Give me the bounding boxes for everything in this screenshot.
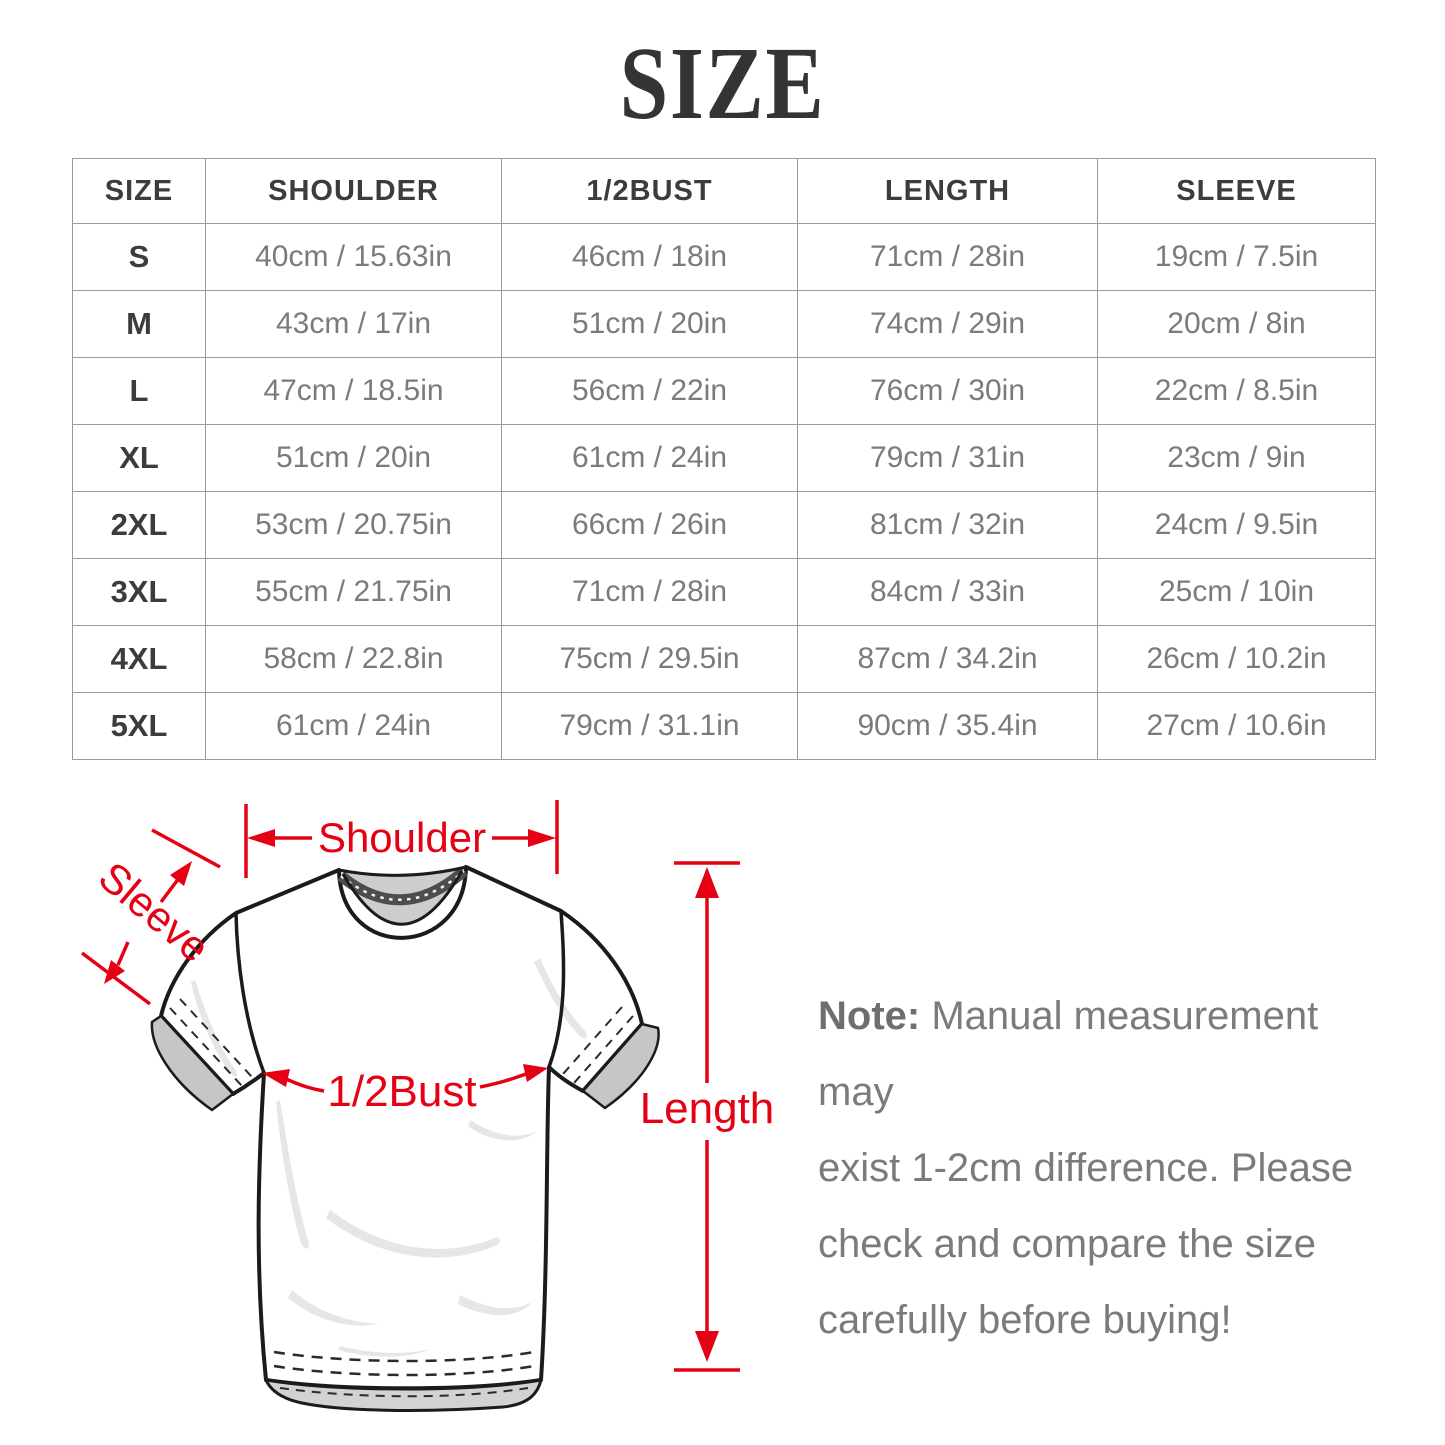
collar bbox=[337, 865, 468, 926]
size-cell: XL bbox=[72, 424, 206, 492]
table-cell: 79cm / 31.1in bbox=[501, 692, 798, 760]
col-header-shoulder: SHOULDER bbox=[205, 158, 502, 224]
table-cell: 43cm / 17in bbox=[205, 290, 502, 358]
size-cell: 5XL bbox=[72, 692, 206, 760]
page-title: SIZE bbox=[619, 26, 826, 141]
table-cell: 22cm / 8.5in bbox=[1097, 357, 1376, 425]
note-text: Note: Manual measurement may exist 1-2cm… bbox=[818, 978, 1403, 1358]
table-cell: 75cm / 29.5in bbox=[501, 625, 798, 693]
table-cell: 71cm / 28in bbox=[501, 558, 798, 626]
sleeve-label: Sleeve bbox=[90, 853, 219, 972]
table-cell: 87cm / 34.2in bbox=[797, 625, 1098, 693]
tshirt-body-outline bbox=[159, 865, 644, 1391]
note-line: Note: Manual measurement may bbox=[818, 994, 1319, 1114]
table-cell: 46cm / 18in bbox=[501, 223, 798, 291]
table-cell: 74cm / 29in bbox=[797, 290, 1098, 358]
col-header-length: LENGTH bbox=[797, 158, 1098, 224]
table-row: XL 51cm / 20in 61cm / 24in 79cm / 31in 2… bbox=[72, 424, 1376, 492]
shoulder-label: Shoulder bbox=[318, 814, 486, 861]
table-row: L 47cm / 18.5in 56cm / 22in 76cm / 30in … bbox=[72, 357, 1376, 425]
table-cell: 61cm / 24in bbox=[205, 692, 502, 760]
table-cell: 24cm / 9.5in bbox=[1097, 491, 1376, 559]
table-cell: 53cm / 20.75in bbox=[205, 491, 502, 559]
table-cell: 76cm / 30in bbox=[797, 357, 1098, 425]
table-cell: 40cm / 15.63in bbox=[205, 223, 502, 291]
size-cell: 4XL bbox=[72, 625, 206, 693]
table-cell: 58cm / 22.8in bbox=[205, 625, 502, 693]
length-label: Length bbox=[640, 1084, 775, 1133]
table-row: S 40cm / 15.63in 46cm / 18in 71cm / 28in… bbox=[72, 223, 1376, 291]
length-arrow: Length bbox=[640, 861, 775, 1372]
right-sleeve-hem bbox=[562, 1006, 660, 1110]
table-cell: 23cm / 9in bbox=[1097, 424, 1376, 492]
size-cell: S bbox=[72, 223, 206, 291]
size-cell: L bbox=[72, 357, 206, 425]
table-row: 2XL 53cm / 20.75in 66cm / 26in 81cm / 32… bbox=[72, 491, 1376, 559]
table-cell: 27cm / 10.6in bbox=[1097, 692, 1376, 760]
col-header-size: SIZE bbox=[72, 158, 206, 224]
size-cell: 3XL bbox=[72, 558, 206, 626]
table-row: 3XL 55cm / 21.75in 71cm / 28in 84cm / 33… bbox=[72, 558, 1376, 626]
table-cell: 66cm / 26in bbox=[501, 491, 798, 559]
table-row: M 43cm / 17in 51cm / 20in 74cm / 29in 20… bbox=[72, 290, 1376, 358]
size-cell: M bbox=[72, 290, 206, 358]
shoulder-arrow: Shoulder bbox=[244, 800, 559, 878]
table-cell: 81cm / 32in bbox=[797, 491, 1098, 559]
right-armhole-seam bbox=[547, 910, 566, 1068]
note-line: check and compare the size bbox=[818, 1222, 1317, 1266]
table-row: 4XL 58cm / 22.8in 75cm / 29.5in 87cm / 3… bbox=[72, 625, 1376, 693]
table-cell: 56cm / 22in bbox=[501, 357, 798, 425]
table-row: 5XL 61cm / 24in 79cm / 31.1in 90cm / 35.… bbox=[72, 692, 1376, 760]
size-table: SIZE SHOULDER 1/2BUST LENGTH SLEEVE S 40… bbox=[72, 158, 1376, 760]
table-cell: 47cm / 18.5in bbox=[205, 357, 502, 425]
table-cell: 19cm / 7.5in bbox=[1097, 223, 1376, 291]
bottom-hem bbox=[264, 1350, 543, 1412]
table-cell: 51cm / 20in bbox=[205, 424, 502, 492]
left-armhole-seam bbox=[234, 912, 266, 1074]
table-cell: 25cm / 10in bbox=[1097, 558, 1376, 626]
table-cell: 61cm / 24in bbox=[501, 424, 798, 492]
table-cell: 51cm / 20in bbox=[501, 290, 798, 358]
table-cell: 84cm / 33in bbox=[797, 558, 1098, 626]
table-cell: 20cm / 8in bbox=[1097, 290, 1376, 358]
col-header-bust: 1/2BUST bbox=[501, 158, 798, 224]
table-cell: 79cm / 31in bbox=[797, 424, 1098, 492]
tshirt-measurement-diagram: Shoulder Sleeve 1/2Bust Length bbox=[40, 790, 810, 1440]
table-cell: 71cm / 28in bbox=[797, 223, 1098, 291]
note-prefix: Note: bbox=[818, 994, 921, 1038]
table-cell: 55cm / 21.75in bbox=[205, 558, 502, 626]
left-sleeve-hem bbox=[150, 998, 253, 1112]
bust-arrow: 1/2Bust bbox=[262, 1064, 548, 1116]
bust-label: 1/2Bust bbox=[327, 1067, 476, 1116]
col-header-sleeve: SLEEVE bbox=[1097, 158, 1376, 224]
tshirt-illustration: Shoulder Sleeve 1/2Bust Length bbox=[80, 800, 775, 1412]
table-header-row: SIZE SHOULDER 1/2BUST LENGTH SLEEVE bbox=[72, 158, 1376, 224]
table-cell: 90cm / 35.4in bbox=[797, 692, 1098, 760]
note-line: carefully before buying! bbox=[818, 1298, 1232, 1342]
wrinkle-shading bbox=[191, 958, 587, 1357]
table-cell: 26cm / 10.2in bbox=[1097, 625, 1376, 693]
size-cell: 2XL bbox=[72, 491, 206, 559]
note-line: exist 1-2cm difference. Please bbox=[818, 1146, 1354, 1190]
